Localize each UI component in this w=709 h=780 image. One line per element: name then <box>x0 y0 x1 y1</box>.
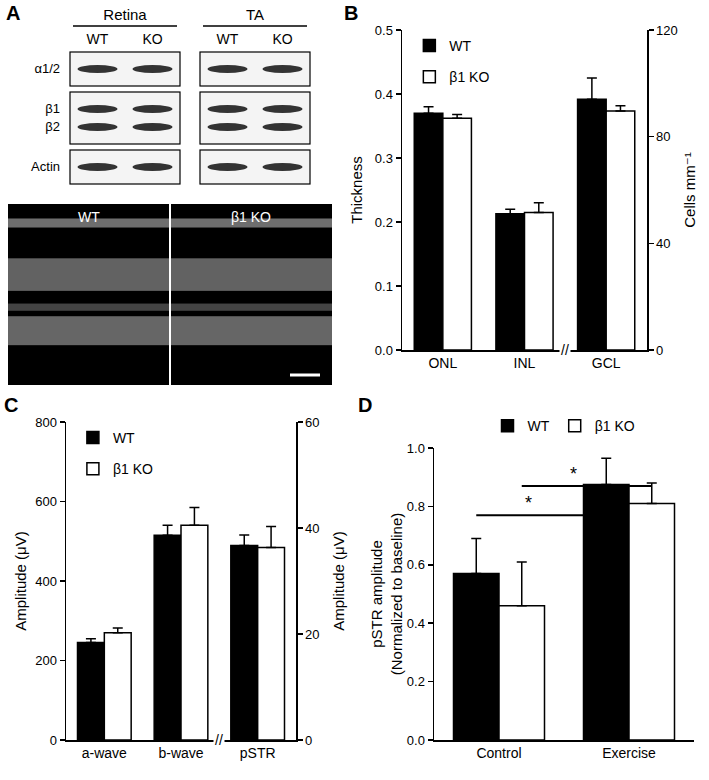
svg-text:Thickness: Thickness <box>348 156 365 224</box>
svg-text:pSTR: pSTR <box>240 745 276 761</box>
svg-text:WT: WT <box>528 418 550 434</box>
svg-text:WT: WT <box>449 38 471 54</box>
svg-text:0.8: 0.8 <box>407 499 425 514</box>
svg-text:*: * <box>525 493 532 513</box>
svg-text:800: 800 <box>35 415 57 430</box>
svg-text:0: 0 <box>305 733 312 748</box>
svg-text:Actin: Actin <box>31 159 60 174</box>
svg-text:Control: Control <box>476 745 521 761</box>
svg-text:β1 KO: β1 KO <box>113 461 153 477</box>
svg-text:β2: β2 <box>45 119 60 134</box>
html-text:A: A <box>6 2 21 24</box>
svg-text:0: 0 <box>656 343 663 358</box>
svg-text:ONL: ONL <box>428 355 457 371</box>
svg-text:pSTR amplitude(Normalized to b: pSTR amplitude(Normalized to baseline) <box>368 513 405 676</box>
svg-text:40: 40 <box>656 236 670 251</box>
svg-text:40: 40 <box>305 521 319 536</box>
svg-text://: // <box>215 732 223 748</box>
svg-text:*: * <box>570 464 577 484</box>
svg-text:0.5: 0.5 <box>375 23 393 38</box>
svg-text:200: 200 <box>35 653 57 668</box>
svg-text:WT: WT <box>78 209 100 225</box>
svg-text:1.0: 1.0 <box>407 441 425 456</box>
svg-text:0.3: 0.3 <box>375 151 393 166</box>
svg-text:80: 80 <box>656 129 670 144</box>
svg-text:60: 60 <box>305 415 319 430</box>
svg-text:0.0: 0.0 <box>375 343 393 358</box>
svg-text:WT: WT <box>113 430 135 446</box>
svg-text:600: 600 <box>35 494 57 509</box>
svg-text:Cells mm⁻¹: Cells mm⁻¹ <box>681 152 698 227</box>
svg-text:120: 120 <box>656 23 678 38</box>
svg-text:b-wave: b-wave <box>158 745 203 761</box>
svg-text:TA: TA <box>246 6 264 23</box>
svg-text:α1/2: α1/2 <box>34 61 60 76</box>
svg-text:Amplitude (μV): Amplitude (μV) <box>12 531 29 631</box>
svg-text:INL: INL <box>514 355 536 371</box>
svg-text:WT: WT <box>217 31 239 47</box>
svg-text:0: 0 <box>50 733 57 748</box>
svg-text:0.2: 0.2 <box>407 674 425 689</box>
svg-text:400: 400 <box>35 574 57 589</box>
svg-text:Exercise: Exercise <box>602 745 656 761</box>
svg-text:β1 KO: β1 KO <box>449 69 489 85</box>
html-text:D: D <box>358 394 373 416</box>
svg-text:20: 20 <box>305 627 319 642</box>
svg-text:0.4: 0.4 <box>375 87 393 102</box>
svg-text:0.2: 0.2 <box>375 215 393 230</box>
html-text:C: C <box>4 394 19 416</box>
svg-text:0.4: 0.4 <box>407 616 425 631</box>
svg-text:GCL: GCL <box>592 355 621 371</box>
svg-text:0.0: 0.0 <box>407 733 425 748</box>
svg-text://: // <box>561 342 569 358</box>
svg-text:WT: WT <box>87 31 109 47</box>
svg-text:β1: β1 <box>45 101 60 116</box>
svg-text:Amplitude (μV): Amplitude (μV) <box>330 531 347 631</box>
svg-text:KO: KO <box>142 31 162 47</box>
svg-text:a-wave: a-wave <box>82 745 127 761</box>
html-text:B: B <box>344 2 359 24</box>
svg-text:KO: KO <box>272 31 292 47</box>
svg-text:Retina: Retina <box>103 6 147 23</box>
svg-text:0.1: 0.1 <box>375 279 393 294</box>
svg-text:0.6: 0.6 <box>407 557 425 572</box>
svg-text:β1 KO: β1 KO <box>595 418 635 434</box>
svg-text:β1 KO: β1 KO <box>231 209 271 225</box>
